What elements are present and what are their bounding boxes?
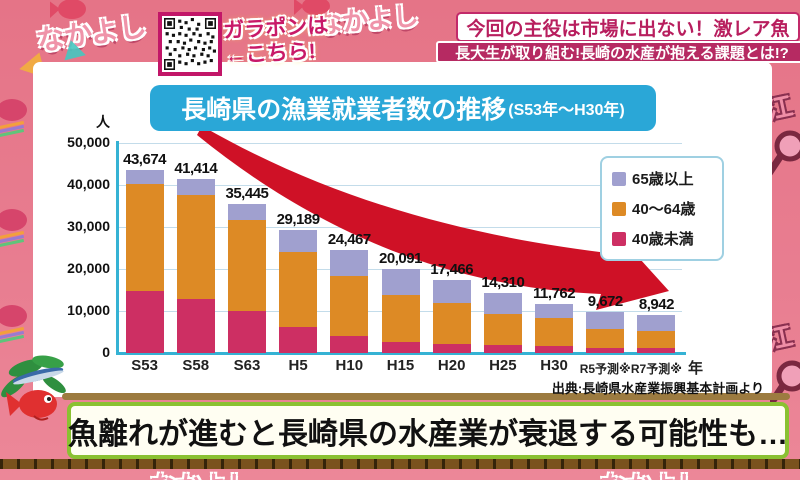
- bar-segment-40歳未満: [279, 326, 318, 353]
- bar-segment-40歳未満: [176, 299, 215, 353]
- x-tick-label: S53: [131, 357, 158, 374]
- x-tick-label: R5予測※: [579, 362, 631, 376]
- magnifier-icon: [768, 130, 800, 179]
- bar-segment-40〜64歳: [381, 295, 420, 342]
- bar-value-label: 24,467: [327, 231, 371, 249]
- x-tick-label: H20: [437, 357, 466, 374]
- legend-swatch: [612, 171, 626, 186]
- bar-H5: [279, 230, 318, 353]
- fish-icon: [0, 305, 27, 344]
- bar-segment-65歳以上: [125, 169, 164, 184]
- x-tick-label: H30: [540, 357, 568, 374]
- bar-segment-40〜64歳: [586, 329, 625, 348]
- bar-segment-40〜64歳: [637, 330, 676, 349]
- caption-text: 魚離れが進むと長崎県の水産業が衰退する可能性も…: [68, 417, 788, 451]
- chart-title-main: 長崎県の漁業就業者数の推移: [181, 96, 507, 124]
- y-tick-label: 50,000: [67, 134, 110, 150]
- legend-swatch: [612, 231, 626, 246]
- legend: 65歳以上 40〜64歳 40歳未満: [600, 156, 724, 261]
- bar-segment-65歳以上: [586, 312, 625, 330]
- bar-segment-40〜64歳: [125, 183, 164, 292]
- y-tick-label: 20,000: [67, 260, 110, 276]
- legend-label: 40歳未満: [632, 231, 694, 248]
- bar-S58: [176, 179, 215, 353]
- fish-icon: [0, 209, 27, 248]
- x-tick-label: S58: [182, 357, 210, 374]
- bar-segment-40歳未満: [381, 341, 420, 353]
- x-axis-line: [116, 352, 686, 355]
- bar-segment-40歳未満: [432, 343, 471, 353]
- bar-value-label: 41,414: [174, 160, 218, 178]
- source-note: 出典:長崎県水産業振興基本計画より: [551, 381, 764, 396]
- bar-segment-40歳未満: [227, 310, 266, 353]
- gridline: [119, 143, 682, 144]
- x-tick-label: H5: [288, 357, 308, 374]
- caption-bar: 魚離れが進むと長崎県の水産業が衰退する可能性も…: [67, 402, 789, 459]
- chart-title: 長崎県の漁業就業者数の推移 (S53年〜H30年): [150, 85, 656, 131]
- legend-item: 40〜64歳: [612, 198, 712, 219]
- confetti-triangle-icon: [60, 37, 86, 61]
- bar-segment-40歳未満: [330, 335, 369, 353]
- bar-value-label: 43,674: [123, 150, 167, 168]
- bar-segment-40歳未満: [637, 348, 676, 353]
- y-axis-line: [116, 141, 119, 355]
- fish-icon: [50, 0, 86, 19]
- x-tick-label: H25: [489, 357, 517, 374]
- stitch-band: [0, 459, 800, 469]
- y-tick-label: 10,000: [67, 302, 110, 318]
- legend-item: 40歳未満: [612, 228, 712, 249]
- headline-main: 今回の主役は市場に出ない！激レア魚: [456, 12, 800, 42]
- bar-H25: [483, 292, 522, 353]
- x-tick-label: S63: [233, 357, 261, 374]
- fish-icon: [0, 99, 27, 138]
- bar-R7予測※: [637, 315, 676, 353]
- bar-segment-40歳未満: [483, 345, 522, 353]
- legend-label: 65歳以上: [632, 171, 694, 188]
- legend-label: 40〜64歳: [632, 201, 696, 218]
- bar-value-label: 8,942: [638, 296, 675, 314]
- x-tick-label: H10: [335, 357, 364, 374]
- bar-H30: [535, 303, 574, 353]
- y-tick-label: 30,000: [67, 218, 110, 234]
- fish-icon: [294, 0, 330, 15]
- bar-S53: [125, 169, 164, 353]
- y-tick-label: 40,000: [67, 176, 110, 192]
- bar-H15: [381, 268, 420, 353]
- nakayoshi-pattern-text: なかよし: [600, 466, 703, 480]
- x-tick-label: H15: [386, 357, 415, 374]
- y-tick-label: 0: [102, 344, 110, 360]
- y-axis-unit: 人: [96, 114, 110, 130]
- bar-segment-40〜64歳: [176, 194, 215, 300]
- legend-swatch: [612, 201, 626, 216]
- bar-segment-40歳未満: [535, 346, 574, 353]
- bar-R5予測※: [586, 312, 625, 353]
- caption-top-rail: [62, 393, 790, 400]
- bar-segment-40〜64歳: [330, 275, 369, 336]
- chart-title-range: (S53年〜H30年): [508, 102, 625, 119]
- legend-item: 65歳以上: [612, 168, 712, 189]
- bar-segment-40〜64歳: [483, 314, 522, 346]
- bar-segment-40歳未満: [125, 291, 164, 353]
- qr-code: [158, 12, 222, 76]
- qr-code-image: [164, 18, 216, 70]
- bar-segment-40〜64歳: [432, 302, 471, 344]
- fish-leaves-decor-icon: [1, 355, 66, 421]
- bar-value-label: 29,189: [276, 211, 320, 229]
- bar-segment-40〜64歳: [279, 252, 318, 327]
- bar-segment-40歳未満: [586, 347, 625, 353]
- headline-sub: 長大生が取り組む!長崎の水産が抱える課題とは!?: [436, 41, 800, 63]
- bar-segment-40〜64歳: [227, 219, 266, 311]
- bar-value-label: 35,445: [225, 185, 269, 203]
- nakayoshi-pattern-text: なかよし: [150, 466, 253, 480]
- x-tick-label: R7予測※: [630, 362, 682, 376]
- x-axis-unit: 年: [688, 360, 704, 377]
- bar-segment-40〜64歳: [535, 317, 574, 347]
- bar-segment-65歳以上: [637, 315, 676, 331]
- garapon-label: ガラポンは ←こちら!: [223, 13, 330, 68]
